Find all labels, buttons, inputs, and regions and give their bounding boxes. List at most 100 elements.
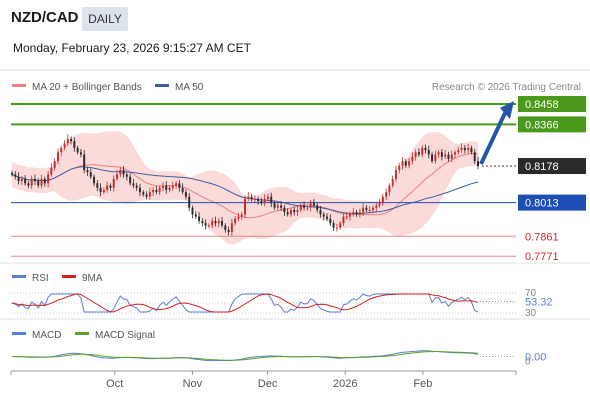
legend-rsi-swatch: [12, 275, 26, 278]
candle-body: [165, 185, 168, 190]
candle-body: [43, 178, 46, 184]
legend-ma20: MA 20 + Bollinger Bands: [32, 82, 142, 93]
candle-body: [477, 161, 479, 167]
candle-body: [257, 198, 260, 202]
candle-body: [381, 196, 384, 204]
candle-body: [11, 172, 13, 175]
candle-body: [319, 209, 322, 215]
candle-body: [417, 152, 420, 155]
legend-rsi-ma: 9MA: [82, 273, 103, 284]
candle-body: [424, 147, 427, 151]
price-levels: [11, 102, 516, 257]
x-tick-label: Oct: [106, 378, 123, 390]
candle-body: [112, 178, 115, 188]
candle-body: [83, 154, 86, 171]
candle-body: [30, 178, 33, 186]
candle-body: [385, 192, 388, 197]
candle-body: [335, 227, 338, 229]
candle-body: [184, 192, 187, 197]
candle-body: [240, 214, 243, 217]
level-labels: 0.8458 0.8366 0.8013 0.7861 0.7771 0.8178: [518, 95, 586, 263]
candle-body: [214, 221, 217, 224]
candle-body: [345, 216, 348, 218]
candle-body: [221, 221, 224, 226]
timestamp: Monday, February 23, 2026 9:15:27 AM CET: [13, 41, 251, 55]
candle-body: [188, 196, 191, 208]
candle-body: [194, 214, 197, 217]
candle-body: [24, 178, 27, 184]
candle-body: [158, 187, 161, 193]
candle-body: [378, 203, 381, 206]
macd-last-label: 0.00: [525, 352, 546, 364]
candle-body: [309, 203, 312, 208]
candle-body: [263, 198, 266, 204]
candle-body: [463, 147, 466, 151]
candle-body: [316, 205, 319, 210]
candle-body: [99, 187, 102, 193]
candle-body: [106, 185, 109, 190]
candle-body: [181, 187, 184, 193]
candle-body: [358, 212, 361, 215]
legend-macd-signal-swatch: [75, 332, 89, 335]
candle-body: [431, 154, 434, 162]
candle-body: [414, 152, 417, 157]
candle-body: [70, 139, 73, 142]
candle-body: [303, 205, 306, 208]
candle-body: [444, 154, 447, 157]
x-tick-label: Feb: [413, 378, 432, 390]
candle-body: [460, 147, 463, 151]
candle-body: [394, 170, 397, 179]
candle-body: [467, 147, 470, 151]
resistance-label-bg-1: [518, 116, 586, 133]
credit-text: Research © 2026 Trading Central: [432, 82, 581, 93]
candle-body: [470, 147, 473, 153]
legend-rsi: RSI: [32, 273, 49, 284]
candle-body: [375, 205, 378, 208]
candle-body: [207, 225, 210, 227]
last-price-label: 0.8178: [525, 161, 559, 173]
candle-body: [53, 161, 56, 168]
candle-body: [148, 192, 151, 197]
candle-body: [296, 209, 299, 213]
candle-body: [139, 187, 141, 193]
candle-body: [96, 183, 99, 188]
last-price-label-bg: [518, 158, 586, 175]
candle-body: [211, 221, 214, 226]
candle-body: [250, 196, 253, 199]
candle-body: [244, 198, 246, 215]
legend-ma50-swatch: [155, 84, 169, 87]
macd-signal-line: [12, 351, 479, 361]
timeframe-button[interactable]: DAILY: [82, 7, 128, 31]
candle-body: [404, 161, 407, 166]
candle-body: [401, 161, 404, 166]
candle-body: [273, 203, 276, 208]
candle-body: [362, 207, 365, 213]
rsi-ma-line: [11, 293, 479, 313]
candle-body: [122, 170, 125, 175]
candle-body: [14, 174, 17, 177]
candles: [11, 134, 479, 236]
candle-body: [217, 221, 220, 224]
rsi-last-label: 53.32: [525, 296, 553, 308]
candle-body: [280, 205, 283, 208]
candle-body: [102, 189, 105, 193]
candle-body: [266, 196, 269, 199]
candle-body: [286, 212, 289, 215]
candle-body: [457, 150, 460, 153]
legend-macd: MACD: [32, 330, 61, 341]
candle-body: [17, 176, 20, 182]
candle-body: [421, 147, 424, 155]
chart-header: NZD/CAD DAILY: [0, 0, 590, 38]
forecast-arrow: [479, 100, 514, 165]
candle-body: [109, 185, 112, 188]
resistance-label-1: 0.8366: [525, 119, 559, 131]
candle-body: [427, 150, 430, 155]
candle-body: [450, 154, 453, 159]
candle-body: [322, 214, 325, 217]
legend-rsi-ma-swatch: [62, 275, 76, 278]
candle-body: [332, 223, 335, 228]
x-axis-ticks: Oct Nov Dec 2026 Feb: [10, 371, 517, 390]
candle-body: [408, 161, 411, 166]
